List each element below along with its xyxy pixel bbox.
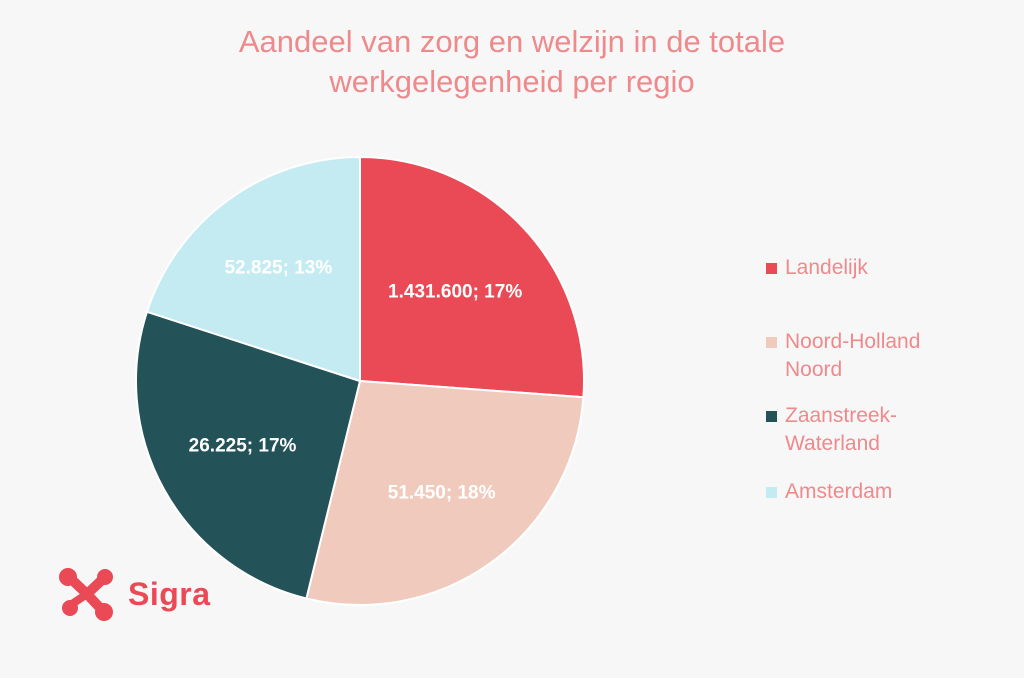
pie-label-amsterdam: 52.825; 13% <box>224 258 332 279</box>
legend-swatch-noord-holland-noord <box>766 337 777 348</box>
chart-title-line-1: Aandeel van zorg en welzijn in de totale <box>238 24 786 59</box>
chart-title: Aandeel van zorg en welzijn in de totale… <box>0 22 1024 102</box>
legend-item-landelijk: Landelijk <box>766 254 868 282</box>
legend-swatch-landelijk <box>766 263 777 274</box>
legend-item-amsterdam: Amsterdam <box>766 478 892 506</box>
pie-slice-noord-holland-noord <box>305 379 585 606</box>
legend-label-landelijk: Landelijk <box>785 256 868 279</box>
pie-labels: 1.431.600; 17% 51.450; 18% 26.225; 17% 52.8… <box>189 258 523 504</box>
legend-item-zaanstreek-waterland: Zaanstreek- Waterland <box>766 402 897 458</box>
legend-label-zaanstreek-waterland: Zaanstreek- Waterland <box>785 404 898 455</box>
chart-title-line-2: werkgelegenheid per regio <box>329 64 695 99</box>
pie-slice-zaanstreek-waterland <box>135 310 362 600</box>
sigra-logo-icon <box>59 568 113 621</box>
pie-label-noord-holland-noord: 51.450; 18% <box>388 482 496 503</box>
legend-label-amsterdam: Amsterdam <box>785 480 893 503</box>
pie-label-landelijk: 1.431.600; 17% <box>388 282 522 303</box>
pie-slices <box>135 155 585 606</box>
legend-label-noord-holland-noord: Noord-Holland Noord <box>785 330 921 381</box>
legend-swatch-zaanstreek-waterland <box>766 411 777 422</box>
sigra-logo: Sigra <box>56 566 211 622</box>
pie-slice-amsterdam <box>145 155 361 383</box>
legend-item-noord-holland-noord: Noord-Holland Noord <box>766 328 920 384</box>
legend-swatch-amsterdam <box>766 487 777 498</box>
pie-label-zaanstreek-waterland: 26.225; 17% <box>189 435 297 456</box>
sigra-logo-text: Sigra <box>128 575 211 612</box>
pie-slice-landelijk <box>359 155 585 399</box>
